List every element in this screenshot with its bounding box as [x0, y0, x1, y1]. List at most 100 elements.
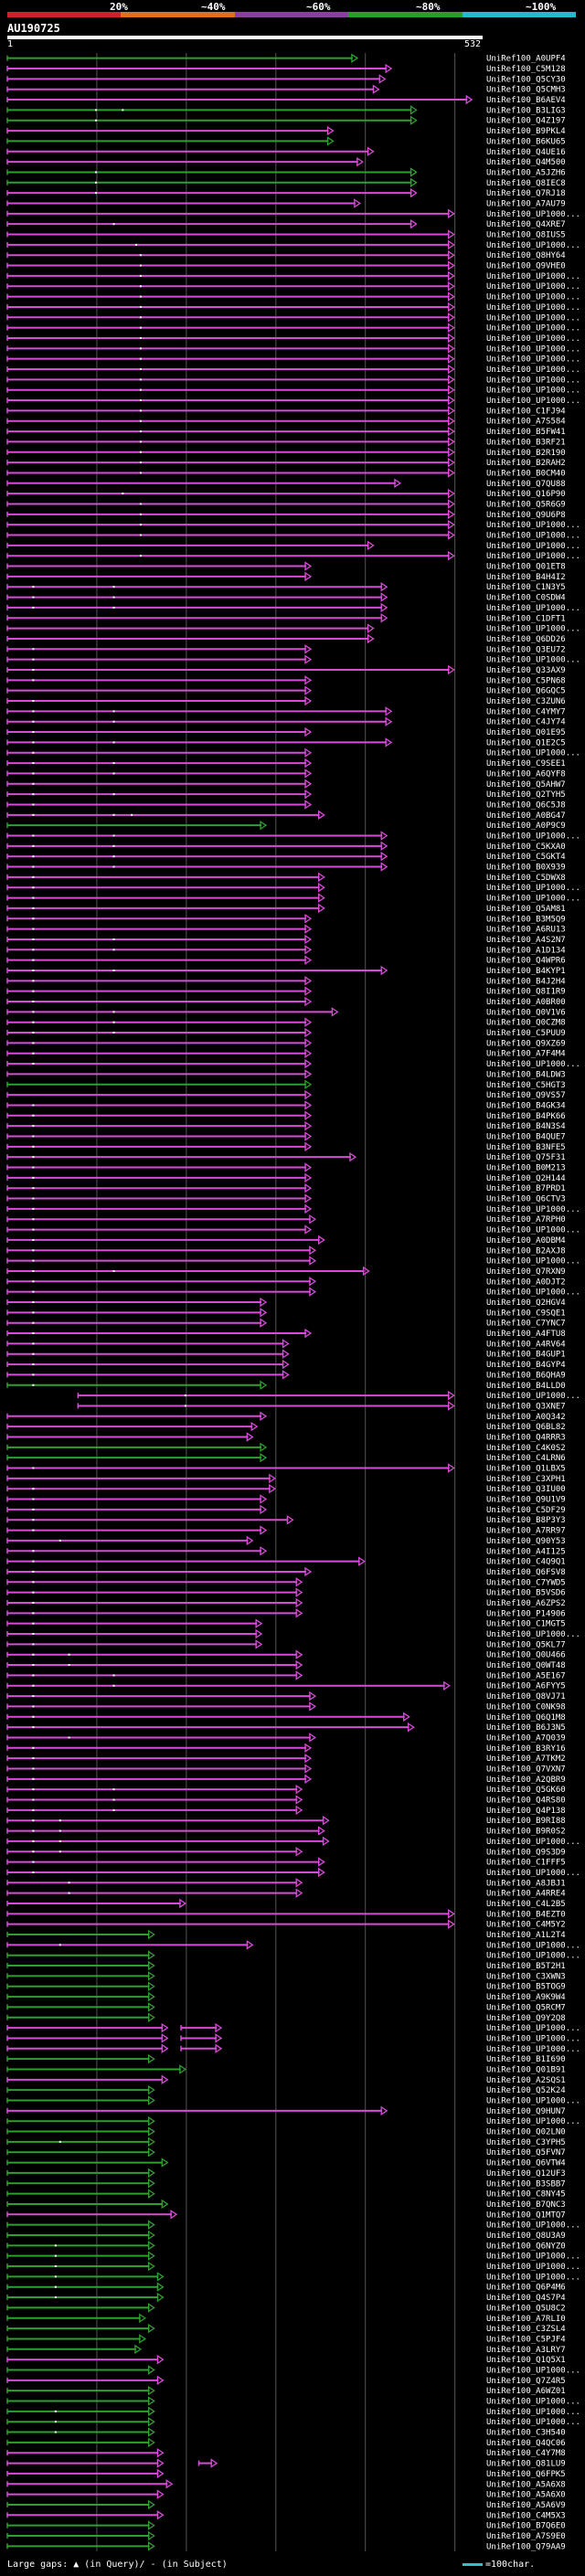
- hit-label[interactable]: UniRef100_Q6FSV8: [486, 1568, 566, 1577]
- hit-label[interactable]: UniRef100_A7RPH0: [486, 1215, 566, 1224]
- hit-label[interactable]: UniRef100_UP1000...: [486, 2263, 580, 2272]
- hit-label[interactable]: UniRef100_A0Q342: [486, 1413, 566, 1422]
- hit-label[interactable]: UniRef100_A6QYF8: [486, 769, 566, 779]
- hit-label[interactable]: UniRef100_UP1000...: [486, 2273, 580, 2282]
- hit-label[interactable]: UniRef100_B4GYP4: [486, 1361, 566, 1370]
- hit-label[interactable]: UniRef100_UP1000...: [486, 282, 580, 292]
- hit-label[interactable]: UniRef100_Q9VS57: [486, 1091, 566, 1100]
- hit-label[interactable]: UniRef100_B0X939: [486, 864, 566, 873]
- hit-label[interactable]: UniRef100_Q7RJ18: [486, 189, 566, 198]
- hit-label[interactable]: UniRef100_UP1000...: [486, 1952, 580, 1961]
- hit-label[interactable]: UniRef100_UP1000...: [486, 1392, 580, 1401]
- hit-label[interactable]: UniRef100_Q4RS80: [486, 1797, 566, 1806]
- hit-label[interactable]: UniRef100_Q33AX9: [486, 666, 566, 675]
- hit-label[interactable]: UniRef100_Q8I1R9: [486, 988, 566, 997]
- hit-label[interactable]: UniRef100_Q7VXN7: [486, 1765, 566, 1774]
- hit-label[interactable]: UniRef100_A0UPF4: [486, 55, 566, 64]
- hit-label[interactable]: UniRef100_Q7RXN9: [486, 1267, 566, 1277]
- hit-label[interactable]: UniRef100_Q01E95: [486, 728, 566, 737]
- hit-label[interactable]: UniRef100_Q9Y2Q8: [486, 2014, 566, 2023]
- hit-label[interactable]: UniRef100_UP1000...: [486, 241, 580, 250]
- hit-label[interactable]: UniRef100_B4KYP1: [486, 967, 566, 976]
- hit-label[interactable]: UniRef100_Q1MTQ7: [486, 2210, 566, 2220]
- hit-label[interactable]: UniRef100_C1FFF5: [486, 1859, 566, 1868]
- hit-label[interactable]: UniRef100_C3YPH5: [486, 2138, 566, 2147]
- hit-label[interactable]: UniRef100_A0DBM4: [486, 1236, 566, 1246]
- hit-label[interactable]: UniRef100_C4YMY7: [486, 707, 566, 716]
- hit-label[interactable]: UniRef100_Q6NYZ0: [486, 2242, 566, 2251]
- hit-label[interactable]: UniRef100_UP1000...: [486, 2117, 580, 2126]
- hit-label[interactable]: UniRef100_C7YWD5: [486, 1578, 566, 1587]
- hit-label[interactable]: UniRef100_C4K0S2: [486, 1444, 566, 1453]
- hit-label[interactable]: UniRef100_A2SQS1: [486, 2076, 566, 2085]
- hit-label[interactable]: UniRef100_UP1000...: [486, 521, 580, 530]
- hit-label[interactable]: UniRef100_UP1000...: [486, 1630, 580, 1639]
- hit-label[interactable]: UniRef100_Q2TYH5: [486, 790, 566, 800]
- hit-label[interactable]: UniRef100_Q6VTW4: [486, 2159, 566, 2168]
- hit-label[interactable]: UniRef100_B4LLD0: [486, 1382, 566, 1391]
- hit-label[interactable]: UniRef100_B5T2H1: [486, 1962, 566, 1971]
- hit-label[interactable]: UniRef100_A4FTU8: [486, 1330, 566, 1339]
- hit-label[interactable]: UniRef100_C9SEE1: [486, 759, 566, 769]
- hit-label[interactable]: UniRef100_B4GK34: [486, 1101, 566, 1110]
- hit-label[interactable]: UniRef100_C3ZSL4: [486, 2325, 566, 2334]
- hit-label[interactable]: UniRef100_A4RV64: [486, 1340, 566, 1349]
- hit-label[interactable]: UniRef100_A5E167: [486, 1671, 566, 1680]
- hit-label[interactable]: UniRef100_Q3EU72: [486, 645, 566, 654]
- hit-label[interactable]: UniRef100_UP1000...: [486, 2034, 580, 2043]
- hit-label[interactable]: UniRef100_UP1000...: [486, 1838, 580, 1847]
- hit-label[interactable]: UniRef100_C3XWN3: [486, 1972, 566, 1981]
- hit-label[interactable]: UniRef100_A0BG47: [486, 811, 566, 821]
- hit-label[interactable]: UniRef100_UP1000...: [486, 1205, 580, 1214]
- hit-label[interactable]: UniRef100_UP1000...: [486, 313, 580, 323]
- hit-label[interactable]: UniRef100_Q9U6P8: [486, 511, 566, 520]
- hit-label[interactable]: UniRef100_B4J2H4: [486, 977, 566, 986]
- hit-label[interactable]: UniRef100_UP1000...: [486, 2045, 580, 2054]
- hit-label[interactable]: UniRef100_Q5FVN7: [486, 2148, 566, 2157]
- hit-label[interactable]: UniRef100_Q6CTV3: [486, 1195, 566, 1204]
- hit-label[interactable]: UniRef100_A2QBR9: [486, 1776, 566, 1785]
- hit-label[interactable]: UniRef100_UP1000...: [486, 1060, 580, 1069]
- hit-label[interactable]: UniRef100_Q0CZM8: [486, 1019, 566, 1028]
- hit-label[interactable]: UniRef100_B7Q6E0: [486, 2522, 566, 2531]
- hit-label[interactable]: UniRef100_Q52K24: [486, 2086, 566, 2095]
- hit-label[interactable]: UniRef100_UP1000...: [486, 604, 580, 613]
- hit-label[interactable]: UniRef100_B4GUP1: [486, 1351, 566, 1360]
- hit-label[interactable]: UniRef100_C4LRN6: [486, 1454, 566, 1463]
- hit-label[interactable]: UniRef100_B7PRD1: [486, 1184, 566, 1193]
- hit-label[interactable]: UniRef100_UP1000...: [486, 1257, 580, 1267]
- hit-label[interactable]: UniRef100_A1L2T4: [486, 1931, 566, 1940]
- hit-label[interactable]: UniRef100_C1DFT1: [486, 614, 566, 623]
- hit-label[interactable]: UniRef100_Q12UF3: [486, 2169, 566, 2178]
- hit-label[interactable]: UniRef100_B4H4I2: [486, 573, 566, 582]
- hit-label[interactable]: UniRef100_A7S584: [486, 418, 566, 427]
- hit-label[interactable]: UniRef100_Q5GK60: [486, 1786, 566, 1795]
- hit-label[interactable]: UniRef100_A6FYY5: [486, 1682, 566, 1691]
- hit-label[interactable]: UniRef100_Q3IU00: [486, 1485, 566, 1494]
- hit-label[interactable]: UniRef100_Q7Z4R5: [486, 2377, 566, 2386]
- hit-label[interactable]: UniRef100_C1FJ94: [486, 407, 566, 416]
- hit-label[interactable]: UniRef100_UP1000...: [486, 376, 580, 385]
- hit-label[interactable]: UniRef100_Q5CY30: [486, 75, 566, 84]
- hit-label[interactable]: UniRef100_UP1000...: [486, 355, 580, 365]
- hit-label[interactable]: UniRef100_UP1000...: [486, 2398, 580, 2407]
- hit-label[interactable]: UniRef100_Q7QU88: [486, 480, 566, 489]
- hit-label[interactable]: UniRef100_B8P3Y3: [486, 1516, 566, 1525]
- hit-label[interactable]: UniRef100_UP1000...: [486, 2221, 580, 2231]
- hit-label[interactable]: UniRef100_A4RRE4: [486, 1890, 566, 1899]
- hit-label[interactable]: UniRef100_B4PK66: [486, 1112, 566, 1121]
- hit-label[interactable]: UniRef100_C5PUU9: [486, 1029, 566, 1038]
- hit-label[interactable]: UniRef100_B6QHA9: [486, 1371, 566, 1380]
- hit-label[interactable]: UniRef100_Q5RCM7: [486, 2003, 566, 2012]
- hit-label[interactable]: UniRef100_C4Y7M8: [486, 2449, 566, 2458]
- hit-label[interactable]: UniRef100_C5HGT3: [486, 1081, 566, 1090]
- hit-label[interactable]: UniRef100_A3LRY7: [486, 2346, 566, 2355]
- hit-label[interactable]: UniRef100_A6RU13: [486, 926, 566, 935]
- hit-label[interactable]: UniRef100_B3SBB7: [486, 2179, 566, 2189]
- hit-label[interactable]: UniRef100_C5KXA0: [486, 843, 566, 852]
- hit-label[interactable]: UniRef100_UP1000...: [486, 210, 580, 219]
- hit-label[interactable]: UniRef100_P14906: [486, 1609, 566, 1618]
- hit-label[interactable]: UniRef100_A7Q039: [486, 1733, 566, 1743]
- hit-label[interactable]: UniRef100_C4L2B5: [486, 1900, 566, 1909]
- hit-label[interactable]: UniRef100_UP1000...: [486, 832, 580, 842]
